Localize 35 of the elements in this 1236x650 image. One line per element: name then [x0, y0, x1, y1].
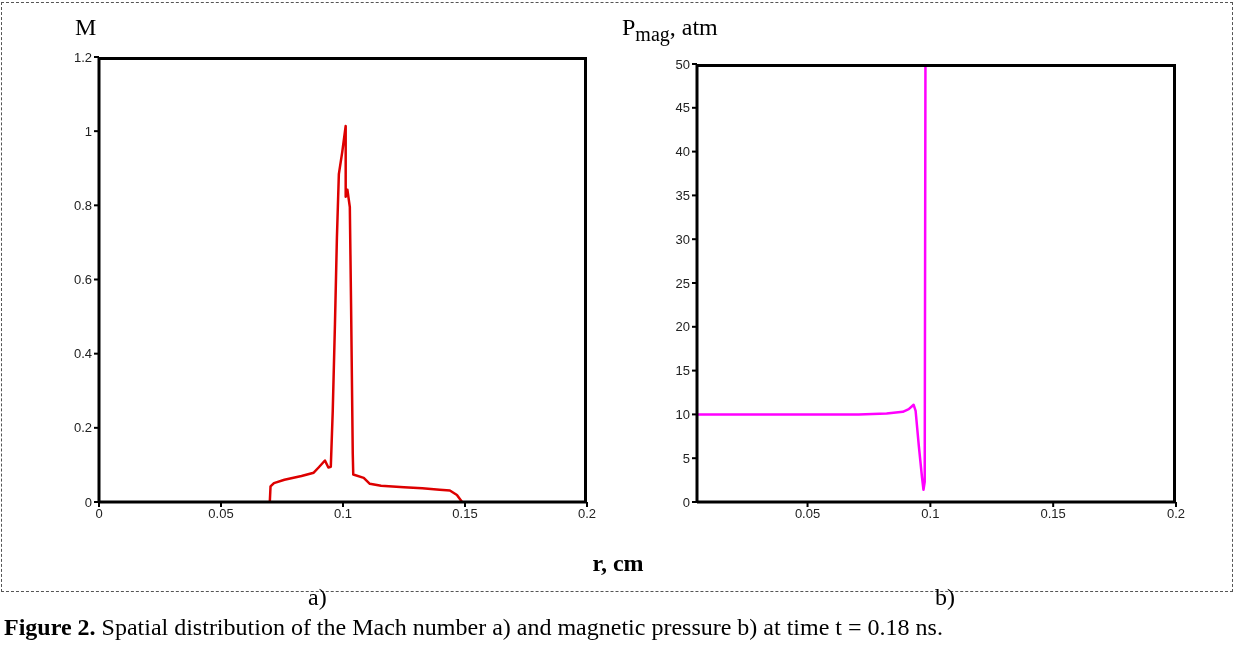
text: b) — [935, 584, 955, 611]
y-tick-label: 25 — [675, 275, 690, 291]
x-tick-label: 0.2 — [1166, 506, 1186, 522]
y-tick-label: 1.2 — [73, 49, 92, 65]
line-series — [697, 64, 927, 491]
x-tick-label: 0.15 — [452, 506, 478, 522]
y-tick-label: 40 — [675, 144, 690, 160]
x-axis-title: r, cm — [591, 550, 645, 577]
y-tick-label: 0 — [84, 494, 92, 510]
y-tick-label: 0.8 — [73, 197, 92, 213]
y-axis-title: M — [75, 14, 97, 41]
x-tick-label: 0.15 — [1040, 506, 1066, 522]
x-tick-label: 0.2 — [577, 506, 597, 522]
line-series — [268, 124, 464, 502]
y-tick-label: 0 — [682, 494, 690, 510]
x-tick-label: 0.05 — [794, 506, 821, 522]
x-tick-label: 0.1 — [333, 506, 353, 522]
y-tick-label: 30 — [675, 231, 690, 247]
y-tick-label: 35 — [675, 188, 690, 204]
y-axis-title: P$_{mag}$, atm — [622, 14, 718, 46]
y-tick-label: 20 — [675, 319, 690, 335]
y-tick-label: 10 — [675, 407, 690, 423]
y-tick-label: 45 — [675, 100, 690, 116]
y-tick-label: 15 — [675, 363, 690, 379]
x-tick-label: 0.05 — [208, 506, 234, 522]
y-tick-label: 0.2 — [73, 420, 92, 436]
y-tick-label: 0.6 — [73, 272, 92, 288]
x-tick-label: 0.1 — [921, 506, 940, 522]
y-tick-label: 0.4 — [73, 346, 92, 362]
caption: Figure 2. Spatial distribution of the Mach number a) and magnetic pressure b) at time t = 0.18 ns. — [4, 614, 943, 641]
y-tick-label: 50 — [675, 56, 690, 72]
y-tick-label: 1 — [84, 123, 92, 139]
y-tick-label: 5 — [682, 450, 690, 466]
x-tick-label: 0 — [95, 506, 103, 522]
text: a) — [308, 584, 327, 611]
